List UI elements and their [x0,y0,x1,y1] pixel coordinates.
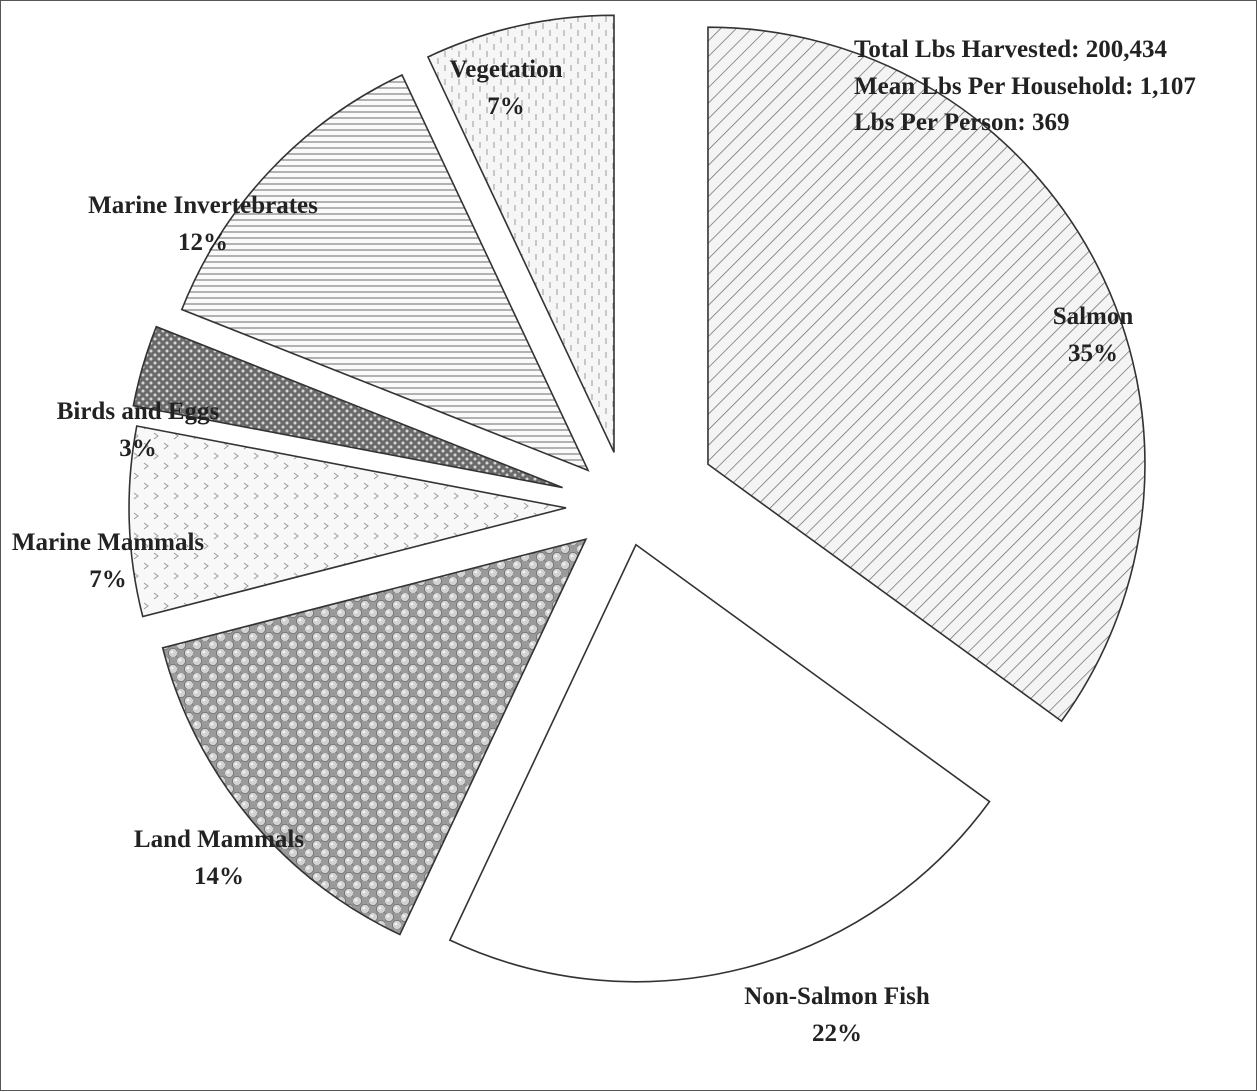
slice-salmon [707,26,1146,723]
percent-non-salmon-fish: 22% [812,1020,862,1047]
label-birds-and-eggs: Birds and Eggs [57,398,220,425]
stat-per-person: Lbs Per Person: 369 [854,109,1070,136]
percent-vegetation: 7% [487,93,525,120]
slice-birds-and-eggs [132,325,563,489]
label-marine-invertebrates: Marine Invertebrates [88,192,318,219]
label-non-salmon-fish: Non-Salmon Fish [744,983,930,1010]
slice-marine-mammals [128,425,567,618]
percent-birds-and-eggs: 3% [119,435,157,462]
percent-land-mammals: 14% [194,863,244,890]
slice-land-mammals [161,537,588,936]
percent-marine-mammals: 7% [89,566,127,593]
harvest-stats: Total Lbs Harvested: 200,434 Mean Lbs Pe… [854,36,1196,136]
slice-vegetation [426,14,615,453]
slice-marine-invertebrates [180,73,590,472]
stat-mean-household: Mean Lbs Per Household: 1,107 [854,73,1196,100]
stat-total: Total Lbs Harvested: 200,434 [854,36,1167,63]
pie-slices [128,14,1146,983]
slice-non-salmon-fish [448,543,991,983]
label-marine-mammals: Marine Mammals [12,529,205,556]
slice-labels: Salmon 35% Non-Salmon Fish 22% Land Mammals 1… [12,56,1134,1047]
percent-salmon: 35% [1068,340,1118,367]
label-salmon: Salmon [1053,303,1134,330]
percent-marine-invertebrates: 12% [178,229,228,256]
label-vegetation: Vegetation [450,56,563,83]
label-land-mammals: Land Mammals [134,826,304,853]
